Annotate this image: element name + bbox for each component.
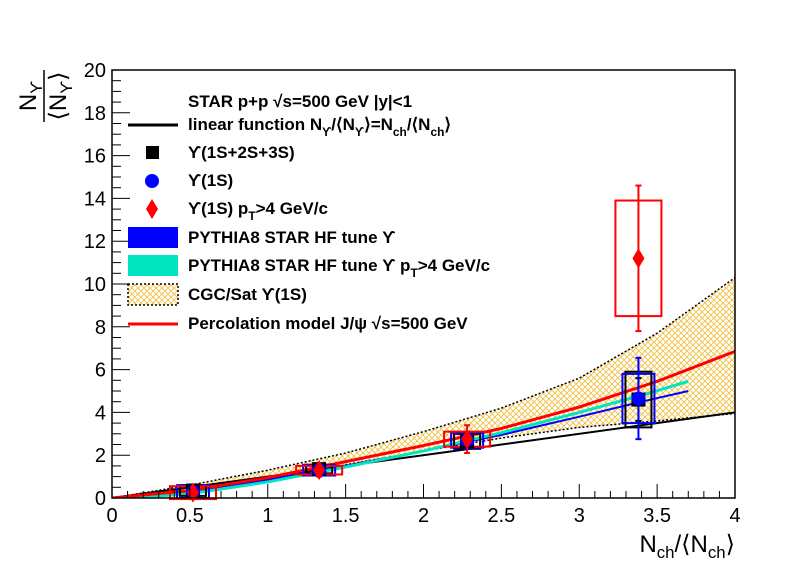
y-tick-label: 12	[84, 231, 106, 253]
axes-layer: 0 0.5 1 1.5 2 2.5 3 3.5 4 0 2 4 6 8 10 12 14 16 18 20 Nch​/⟨…	[15, 60, 741, 562]
legend-marker-diamond	[146, 199, 158, 219]
legend-symbol-3	[146, 199, 158, 219]
cgc-band	[112, 277, 735, 498]
x-tick-label: 2	[418, 505, 429, 527]
x-tick-label: 0.5	[176, 505, 204, 527]
y-tick-label: 18	[84, 103, 106, 125]
x-tick-label: 1.5	[332, 505, 360, 527]
y-axis-title-numerator: Nϒ​	[15, 81, 46, 111]
legend-entry-7: Percolation model J/ψ √s=500 GeV	[188, 314, 468, 333]
y-tick-label: 2	[95, 445, 106, 467]
x-tick-label: 3.5	[643, 505, 671, 527]
legend-symbol-4	[128, 227, 178, 248]
y-tick-label: 4	[95, 402, 106, 424]
legend-entry-0: linear function Nϒ​/⟨Nϒ​⟩=Nch​/⟨Nch​⟩	[188, 115, 451, 139]
x-tick-label: 2.5	[487, 505, 515, 527]
legend-entry-5: PYTHIA8 STAR HF tune ϒ pT​>4 GeV/c	[188, 256, 490, 280]
legend: STAR p+p √s=500 GeV |y|<1 linear function…	[127, 92, 490, 333]
marker-circle-3	[631, 391, 646, 406]
x-axis-title: Nch​/⟨Nch​⟩	[639, 531, 735, 562]
x-tick-label: 3	[574, 505, 585, 527]
legend-fill-cgc	[127, 283, 179, 306]
legend-entry-1: ϒ(1S+2S+3S)	[188, 143, 295, 162]
x-tick-label: 1	[262, 505, 273, 527]
legend-fill-pythia	[128, 227, 178, 248]
legend-symbol-6	[127, 283, 179, 306]
legend-entry-4: PYTHIA8 STAR HF tune ϒ	[188, 228, 395, 247]
y-axis-title-denominator: ⟨Nϒ​⟩	[45, 71, 76, 120]
data-points-layer	[168, 184, 663, 503]
y-axis-title: Nϒ​⟨Nϒ​⟩	[15, 70, 76, 122]
y-tick-label: 20	[84, 60, 106, 82]
cgc-band-upper-edge	[112, 276, 735, 498]
legend-marker-square	[146, 146, 159, 159]
y-tick-label: 8	[95, 317, 106, 339]
y-tick-label: 10	[84, 274, 106, 296]
legend-entry-3: ϒ(1S) pT​>4 GeV/c	[188, 199, 328, 223]
legend-marker-circle	[145, 174, 159, 188]
y-tick-label: 6	[95, 360, 106, 382]
y-tick-label: 14	[84, 188, 106, 210]
legend-entry-2: ϒ(1S)	[188, 171, 233, 190]
legend-header: STAR p+p √s=500 GeV |y|<1	[188, 92, 412, 111]
y-tick-label: 16	[84, 146, 106, 168]
legend-symbol-2	[145, 174, 159, 188]
legend-fill-pythia-pt	[128, 255, 178, 276]
marker-diamond-3	[632, 248, 645, 269]
marker-diamond-2	[461, 429, 474, 450]
y-tick-label: 0	[95, 488, 106, 510]
legend-entry-6: CGC/Sat ϒ(1S)	[188, 285, 307, 304]
x-tick-label: 4	[729, 505, 740, 527]
marker-diamond-1	[313, 460, 326, 481]
x-tick-label: 0	[106, 505, 117, 527]
legend-symbol-5	[128, 255, 178, 276]
legend-symbol-1	[146, 146, 159, 159]
